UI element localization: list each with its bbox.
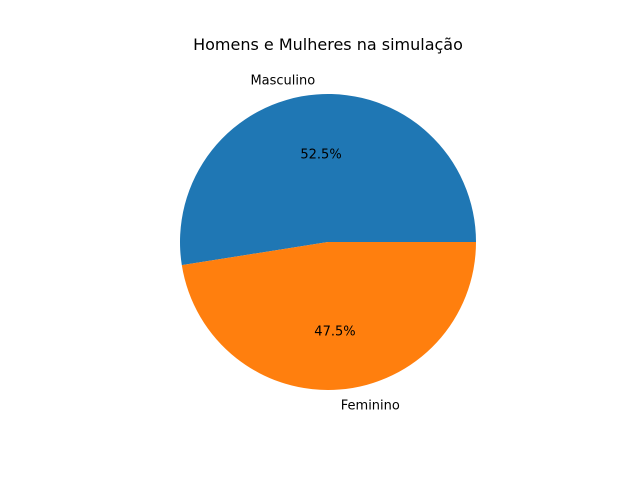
pie-slice-feminino — [181, 242, 476, 391]
pie-slice-masculino — [180, 94, 476, 266]
slice-percent-masculino: 52.5% — [300, 147, 341, 162]
slice-label-masculino: Masculino — [250, 74, 315, 89]
slice-percent-feminino: 47.5% — [314, 325, 355, 340]
pie-slices — [180, 94, 476, 391]
slice-label-feminino: Feminino — [341, 398, 400, 413]
chart-title: Homens e Mulheres na simulação — [193, 35, 463, 54]
pie-labels: Masculino 52.5% Feminino 47.5% — [250, 74, 399, 414]
